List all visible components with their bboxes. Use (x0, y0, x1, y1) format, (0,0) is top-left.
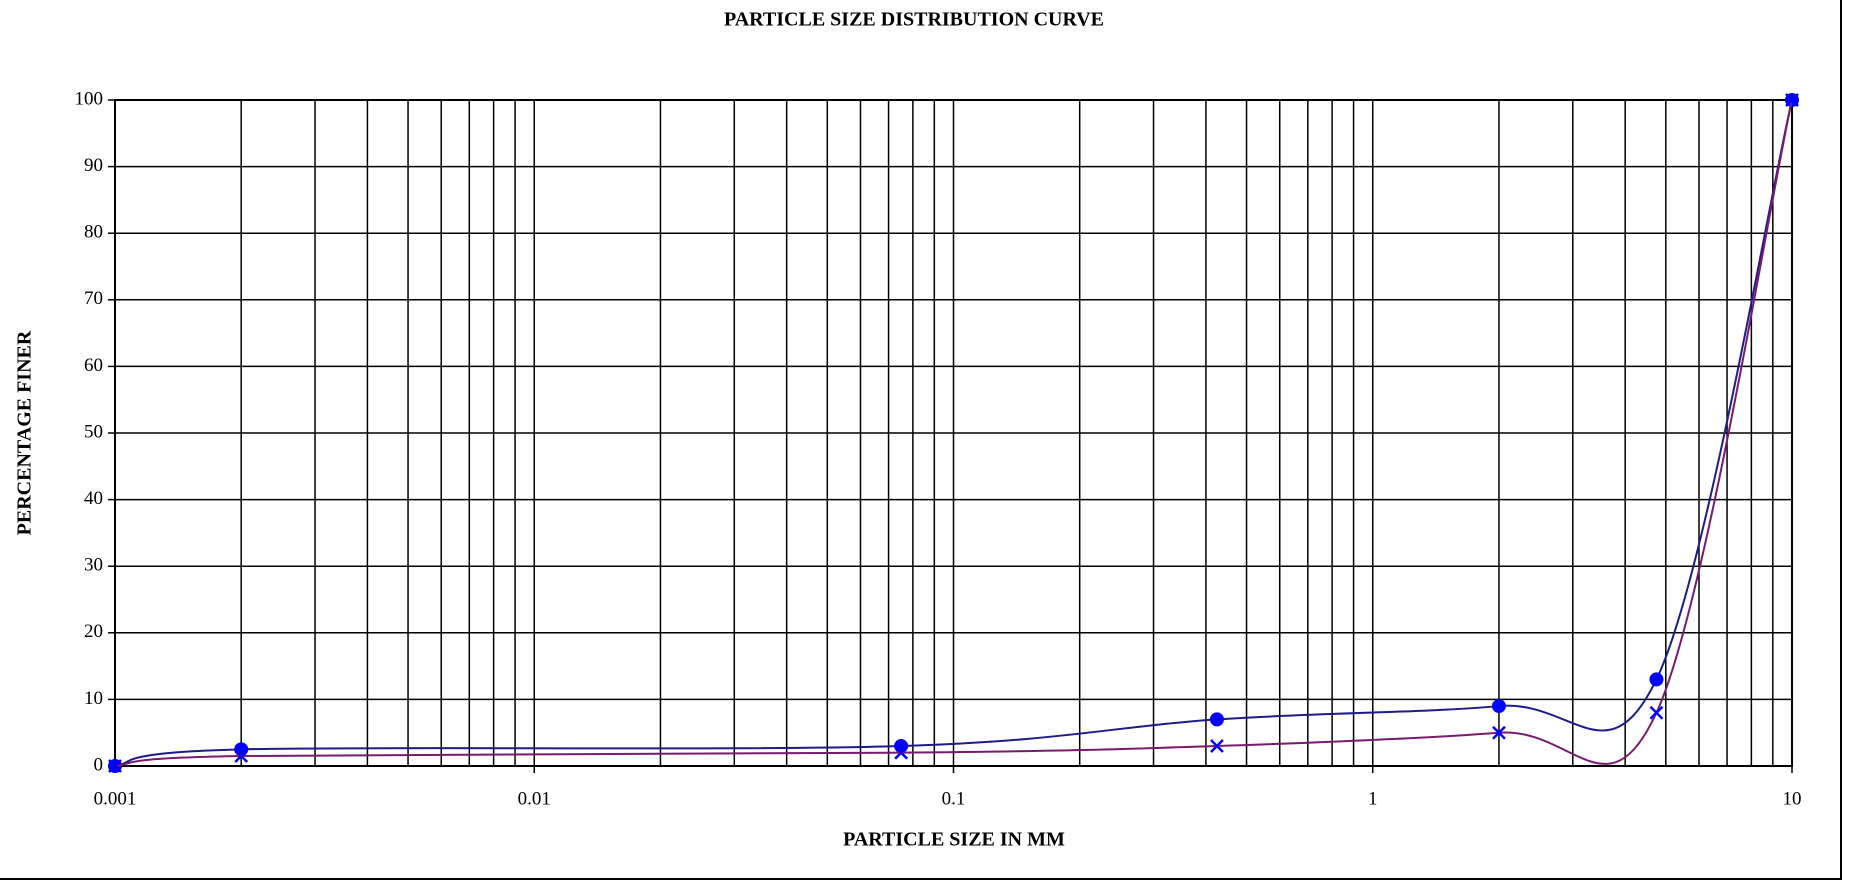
y-tick-label: 40 (84, 488, 103, 509)
x-tick-label: 1 (1368, 788, 1378, 809)
y-tick-label: 70 (84, 288, 103, 309)
point-marker (1209, 712, 1224, 727)
x-tick-label: 10 (1783, 788, 1802, 809)
point-marker (1649, 672, 1664, 687)
chart-title: PARTICLE SIZE DISTRIBUTION CURVE (724, 9, 1104, 31)
y-axis-label: PERCENTAGE FINER (14, 330, 36, 535)
x-axis-label: PARTICLE SIZE IN MM (843, 829, 1065, 851)
y-tick-label: 50 (84, 421, 103, 442)
point-marker (108, 759, 122, 773)
x-tick-label: 0.001 (94, 788, 137, 809)
x-tick-label: 0.01 (518, 788, 551, 809)
point-marker (1785, 93, 1799, 107)
y-tick-label: 80 (84, 222, 103, 243)
point-marker (894, 745, 909, 760)
y-tick-label: 90 (84, 155, 103, 176)
y-tick-label: 100 (75, 88, 104, 109)
y-tick-label: 20 (84, 621, 103, 642)
point-marker (234, 749, 249, 763)
y-tick-label: 10 (84, 688, 103, 709)
y-tick-label: 30 (84, 555, 103, 576)
point-marker (1649, 705, 1664, 720)
point-marker (1491, 699, 1506, 714)
plot-border (114, 99, 1793, 767)
y-tick-label: 0 (94, 754, 104, 775)
y-tick-label: 60 (84, 355, 103, 376)
point-marker (1492, 725, 1506, 740)
point-marker (1210, 739, 1224, 753)
x-tick-label: 0.1 (942, 788, 966, 809)
